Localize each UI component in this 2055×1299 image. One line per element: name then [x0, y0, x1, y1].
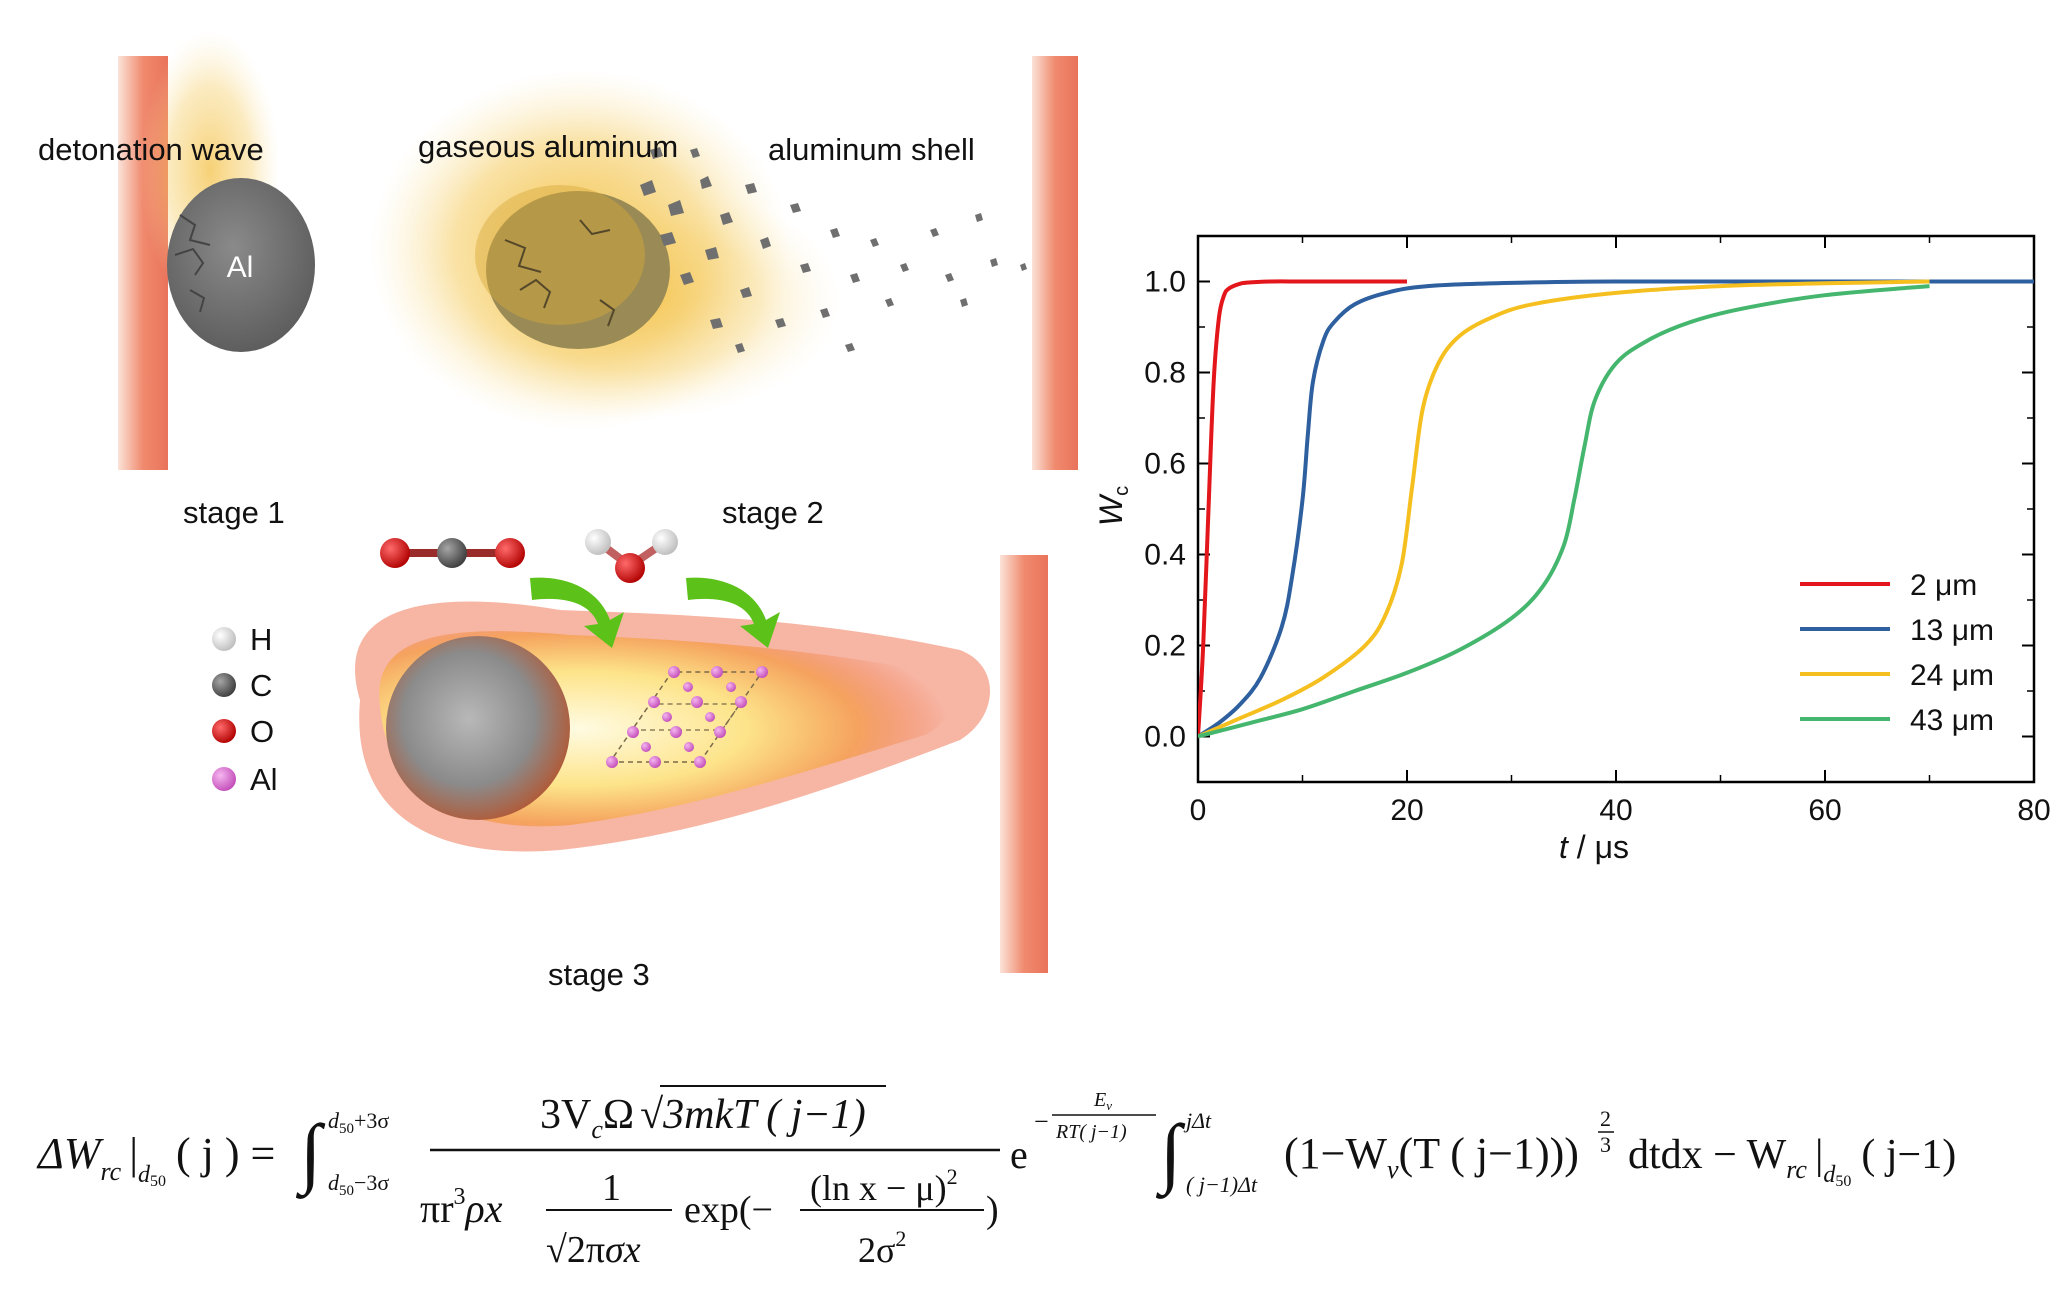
eq-den-exp-numerator: (ln x − μ)2: [810, 1164, 958, 1208]
legend-o-label: O: [250, 714, 274, 749]
x-axis-label: t / μs: [1559, 829, 1629, 865]
eq-numerator: 3VcΩ √3mkT ( j−1): [540, 1092, 866, 1144]
stage-2-panel: gaseous aluminum aluminum shell stage 2: [370, 56, 1078, 530]
atom-legend: H C O Al: [212, 622, 278, 797]
detonation-wave-label: detonation wave: [38, 132, 264, 167]
y-tick-label: 0.2: [1144, 630, 1186, 663]
x-tick-label: 60: [1808, 794, 1841, 827]
eq-denominator-left: πr3ρx: [420, 1184, 503, 1231]
h2o-molecule: [585, 529, 678, 583]
x-tick-label: 20: [1390, 794, 1423, 827]
x-tick-label: 0: [1190, 794, 1207, 827]
series-line-0: [1198, 279, 1407, 737]
stage-3-detonation-wave-bar: [1000, 555, 1048, 973]
x-axis-variable: t: [1559, 829, 1569, 865]
wc-chart: 0 20 40 60 80 0.0 0.2 0.4 0.6 0.8 1.0 t / μs Wc 2 …: [1093, 234, 2051, 865]
eq-exp-e: e: [1010, 1132, 1028, 1177]
stage-2-caption: stage 2: [722, 495, 824, 530]
burning-particle-glow: [475, 185, 645, 325]
aluminum-lattice: [606, 666, 768, 768]
gaseous-aluminum-label: gaseous aluminum: [418, 129, 678, 164]
legend-o-icon: [212, 719, 236, 743]
x-tick-label: 40: [1599, 794, 1632, 827]
eq-exp-denominator: RT( j−1): [1055, 1121, 1127, 1143]
x-tick-label: 80: [2017, 794, 2050, 827]
reaction-arrow-left: [530, 577, 624, 648]
stage-3-panel: H C O Al stage 3: [212, 529, 1048, 992]
x-axis-unit: / μs: [1568, 829, 1629, 865]
legend-al-label: Al: [250, 762, 278, 797]
axis-ticks: [1197, 236, 2035, 782]
eq-den-root: √2πσx: [546, 1229, 641, 1271]
axis-tick-labels: 0 20 40 60 80 0.0 0.2 0.4 0.6 0.8 1.0: [1144, 266, 2050, 828]
eq-den-close: ): [986, 1189, 999, 1231]
stage-1-caption: stage 1: [183, 495, 285, 530]
legend-label-3: 43 μm: [1910, 704, 1994, 737]
legend-label-1: 13 μm: [1910, 614, 1994, 647]
co2-molecule: [380, 538, 525, 568]
eq-lhs: ΔWrc |d50( j ) =: [36, 1129, 275, 1190]
legend-al-icon: [212, 767, 236, 791]
aluminum-shell-label: aluminum shell: [768, 132, 975, 167]
aluminum-particle: [167, 178, 315, 352]
series-line-2: [1198, 279, 1930, 739]
eq-int2-lower: ( j−1)Δt: [1186, 1172, 1258, 1197]
eq-exp-numerator: Ev: [1093, 1089, 1112, 1113]
eq-power-num: 2: [1600, 1106, 1611, 1131]
plot-frame: [1196, 234, 2036, 784]
equation: ΔWrc |d50( j ) = ∫ d50+3σ d50−3σ 3VcΩ √3mk…: [36, 1085, 1956, 1271]
legend-h-label: H: [250, 622, 272, 657]
eq-power-den: 3: [1600, 1132, 1611, 1157]
eq-integral-1: ∫: [295, 1108, 326, 1199]
chart-legend: 2 μm 13 μm 24 μm 43 μm: [1800, 569, 1994, 737]
stage-3-caption: stage 3: [548, 957, 650, 992]
aluminum-shell-fragments: [640, 147, 1027, 353]
legend-label-0: 2 μm: [1910, 569, 1977, 602]
legend-label-2: 24 μm: [1910, 659, 1994, 692]
eq-int1-lower: d50−3σ: [328, 1170, 389, 1199]
eq-body: (1−Wv(T ( j−1))): [1284, 1129, 1579, 1184]
burning-aluminum-particle: [486, 191, 670, 349]
chart-series: [1198, 279, 2034, 739]
eq-den-exp: exp(−: [684, 1189, 773, 1231]
y-tick-label: 0.4: [1144, 539, 1186, 572]
series-line-1: [1198, 279, 2034, 739]
legend-c-label: C: [250, 668, 272, 703]
stage-2-detonation-wave-bar: [1032, 56, 1078, 470]
aluminum-particle-label: Al: [227, 251, 254, 284]
eq-integral-2: ∫: [1155, 1108, 1186, 1199]
y-axis-label: Wc: [1093, 486, 1133, 526]
eq-den-exp-denominator: 2σ2: [858, 1226, 906, 1270]
y-tick-label: 0.0: [1144, 721, 1186, 754]
eq-exp-minus: −: [1034, 1107, 1049, 1136]
eq-den-one: 1: [602, 1167, 621, 1209]
eq-tail: dtdx − Wrc |d50( j−1): [1628, 1132, 1956, 1190]
legend-c-icon: [212, 673, 236, 697]
y-axis-variable: W: [1093, 493, 1129, 526]
y-tick-label: 0.6: [1144, 448, 1186, 481]
legend-h-icon: [212, 627, 236, 651]
y-tick-label: 1.0: [1144, 266, 1186, 299]
eq-int1-upper: d50+3σ: [328, 1108, 389, 1137]
y-tick-label: 0.8: [1144, 357, 1186, 390]
burning-particle-cracks: [504, 219, 616, 327]
series-line-3: [1198, 284, 1930, 739]
y-axis-subscript: c: [1111, 486, 1133, 496]
stage-1-panel: Al detonation wave stage 1: [38, 30, 315, 530]
reaction-arrow-right: [686, 577, 780, 648]
burning-core-particle: [386, 636, 570, 820]
eq-int2-upper: jΔt: [1183, 1108, 1212, 1133]
particle-crack-marks: [174, 214, 211, 313]
